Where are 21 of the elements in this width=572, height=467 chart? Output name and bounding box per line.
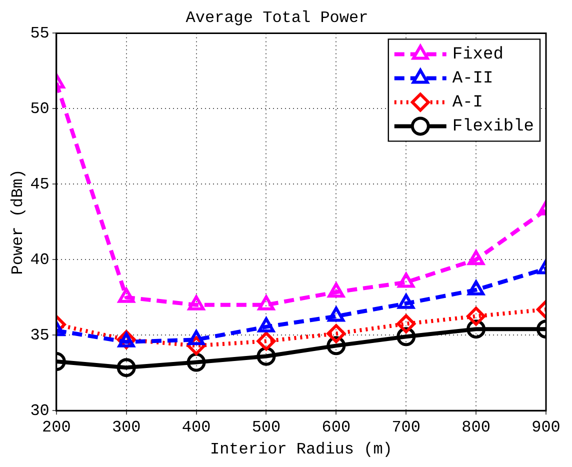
y-tick-label: 30 <box>30 402 50 420</box>
y-tick-label: 55 <box>30 24 50 42</box>
x-tick-label: 600 <box>322 418 351 436</box>
legend-label: Fixed <box>452 46 504 65</box>
x-tick-label: 700 <box>392 418 421 436</box>
y-tick-label: 35 <box>30 326 50 344</box>
x-tick-label: 500 <box>252 418 281 436</box>
legend-label: A-I <box>452 94 483 113</box>
legend-label: Flexible <box>452 118 534 137</box>
y-axis-title: Power (dBm) <box>8 169 27 275</box>
x-tick-label: 900 <box>532 418 560 436</box>
y-tick-label: 50 <box>30 100 50 118</box>
x-tick-label: 200 <box>42 418 71 436</box>
x-tick-label: 800 <box>462 418 490 436</box>
y-tick-label: 40 <box>30 250 50 269</box>
x-axis-title: Interior Radius (m) <box>210 440 392 459</box>
chart-title: Average Total Power <box>186 8 368 27</box>
x-tick-label: 400 <box>182 418 211 436</box>
legend-label: A-II <box>452 70 494 89</box>
x-tick-label: 300 <box>112 418 141 436</box>
y-tick-label: 45 <box>30 175 50 194</box>
